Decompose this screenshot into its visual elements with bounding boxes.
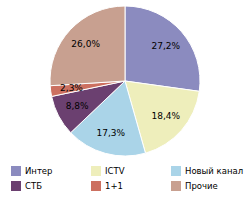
data-label: 27,2%	[151, 41, 180, 51]
data-label: 8,8%	[66, 101, 89, 111]
chart: 27,2% 18,4% 17,3% 8,8% 2,3% 26,0% Интер ICTV Нов…	[0, 0, 250, 206]
legend-item: Интер	[11, 166, 53, 176]
slice	[50, 6, 125, 86]
legend-swatch	[91, 181, 101, 191]
slice	[125, 6, 200, 91]
legend-label: СТБ	[25, 181, 42, 191]
legend-item: ICTV	[91, 166, 125, 176]
legend-item: 1+1	[91, 181, 123, 191]
data-labels: 27,2% 18,4% 17,3% 8,8% 2,3% 26,0%	[60, 39, 180, 138]
pie	[50, 6, 200, 156]
legend-label: ICTV	[105, 166, 125, 176]
legend-swatch	[171, 181, 181, 191]
legend-label: Интер	[25, 166, 53, 176]
data-label: 2,3%	[60, 83, 83, 93]
data-label: 18,4%	[151, 111, 180, 121]
legend-item: Новый канал	[171, 166, 243, 176]
legend-label: 1+1	[105, 181, 123, 191]
legend-item: СТБ	[11, 181, 42, 191]
legend-swatch	[11, 166, 21, 176]
data-label: 17,3%	[96, 128, 125, 138]
legend-swatch	[11, 181, 21, 191]
legend-swatch	[91, 166, 101, 176]
legend-item: Прочие	[171, 181, 218, 191]
legend-label: Прочие	[185, 181, 218, 191]
legend-swatch	[171, 166, 181, 176]
legend: Интер ICTV Новый канал СТБ 1+1 Прочие	[11, 166, 243, 191]
data-label: 26,0%	[71, 39, 100, 49]
legend-label: Новый канал	[185, 166, 243, 176]
